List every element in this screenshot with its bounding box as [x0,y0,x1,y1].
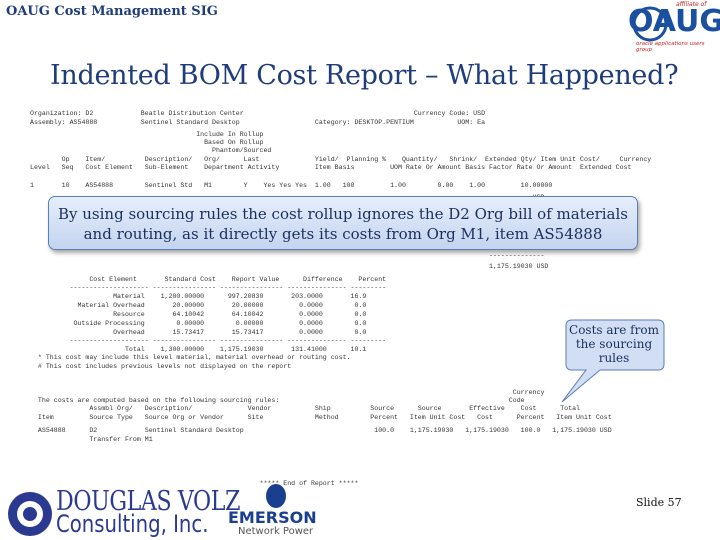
logo-tag: affiliate of [676,1,707,8]
logo-mark [632,6,668,42]
report-line: -------------------- ---------------- --… [30,337,387,344]
report-line: Item Source Type Source Org or Vendor Si… [30,414,612,421]
report-line: Material Overhead 20.00000 20.00000 0.00… [30,302,367,309]
report-line: Material 1,200.00000 997.20830 203.0000 … [30,293,367,300]
report-line: -------------- [30,252,545,259]
report-line: Assmbl Org/ Description/ Vendor Ship Sou… [30,405,581,412]
report-line: -------------------- ---------------- --… [30,284,387,291]
header-title: OAUG Cost Management SIG [6,4,218,19]
report-line: Organization: D2 Beatle Distribution Cen… [30,110,486,117]
report-line: 1,175.19030 USD [30,263,549,270]
callout: By using sourcing rules the cost rollup … [48,196,638,250]
report-line: ***** End of Report ***** [30,480,359,487]
report-line: Op Item/ Description/ Org/ Last Yield/ P… [30,156,652,163]
report-line: AS54888 D2 Sentinel Standard Desktop 100… [30,427,612,434]
company-name: Network Power [238,526,314,537]
report-line: # This cost includes previous levels not… [30,363,292,370]
report-line: Total 1,300.00000 1,175.19030 131.41000 … [30,346,367,353]
report-line: Based On Rollup [30,139,264,146]
logo-mark [266,484,286,508]
company-name: EMERSON [228,508,317,527]
slide-number: Slide 57 [636,496,682,509]
report-line: The costs are computed based on the foll… [30,397,525,404]
report-line: Overhead 15.73417 15.73417 0.0000 0.0 [30,329,367,336]
report-line: Outside Processing 0.00000 0.00000 0.000… [30,320,367,327]
report-line: Level Seq Cost Element Sub-Element Depar… [30,164,632,171]
report-line: 1 10 AS54888 Sentinel Std M1 Y Yes Yes Y… [30,182,553,189]
slide-title: Indented BOM Cost Report – What Happened… [50,60,679,91]
logo-tag: oracle applications users group [636,41,705,53]
report-line: Resource 64.10042 64.10042 0.0000 0.0 [30,311,367,318]
report-line: Currency [30,389,545,396]
report-line: Phantom/Sourced [30,147,272,154]
callout: Costs are from the sourcing rules [569,323,659,365]
callout-bubble [561,319,665,403]
logo-mark [23,507,37,521]
company-name: Consulting, Inc. [56,510,209,538]
company-name: DOUGLAS VOLZ [56,486,241,517]
report-line: Assembly: AS54888 Sentinel Standard Desk… [30,119,486,126]
report-line: Cost Element Standard Cost Report Value … [30,276,387,283]
report-line: * This cost may include this level mater… [30,354,351,361]
report-line: Include In Rollup [30,131,264,138]
report-line: Transfer From M1 [30,436,153,443]
